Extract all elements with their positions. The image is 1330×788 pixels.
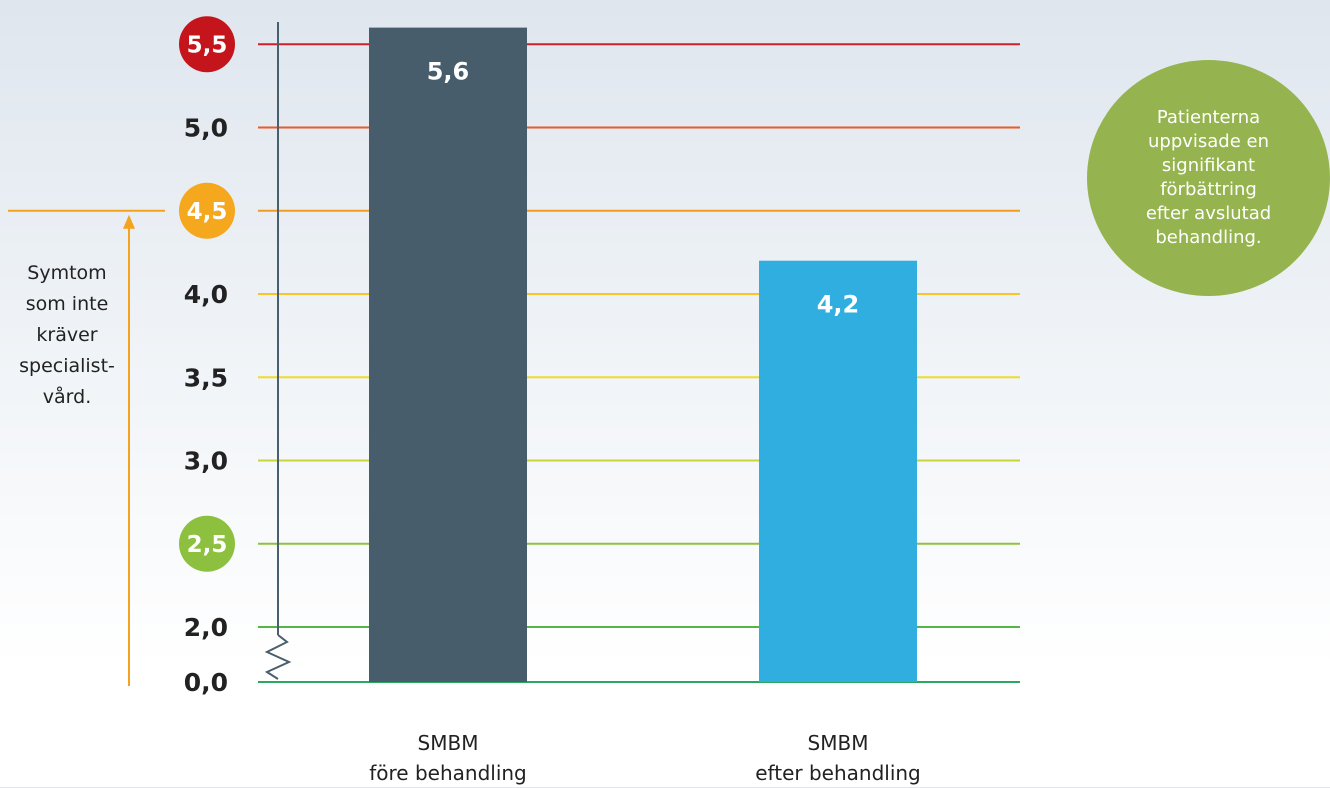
tick-label-3-0: 3,0	[184, 447, 228, 476]
category-label-2: SMBM efter behandling	[708, 728, 968, 788]
tick-label-4-5: 4,5	[187, 199, 228, 225]
bar-2	[759, 260, 917, 682]
category-label-line: SMBM	[807, 731, 869, 755]
axis-break-marker	[264, 634, 292, 680]
bubble-text-line: Patienterna	[1156, 107, 1261, 128]
bar-value-label-1: 5,6	[427, 58, 470, 86]
category-label-1: SMBM före behandling	[318, 728, 578, 788]
category-label-line: SMBM	[417, 731, 479, 755]
side-note-line: Symtom	[27, 262, 107, 284]
tick-badge-2-5	[179, 515, 235, 572]
bubble-text-line: behandling.	[1155, 227, 1262, 248]
bubble-text-line: signifikant förbättring	[1160, 155, 1257, 200]
category-label-line: efter behandling	[755, 761, 921, 785]
bar-value-label-2: 4,2	[817, 291, 860, 319]
tick-label-5-5: 5,5	[187, 32, 228, 58]
tick-label-5-0: 5,0	[184, 114, 228, 143]
side-note-line: specialist-	[19, 355, 115, 377]
bubble-text-line: uppvisade en	[1147, 131, 1270, 152]
side-note-symptom-text: Symtom som inte kräver specialist-vård.	[12, 258, 122, 413]
tick-badge-4-5	[179, 182, 235, 239]
bubble-text-line: efter avslutad	[1145, 203, 1272, 224]
bar-1	[369, 27, 527, 683]
tick-badge-5-5	[179, 16, 235, 73]
category-label-line: före behandling	[369, 761, 527, 785]
threshold-arrow-head	[123, 214, 135, 229]
side-note-line: som inte	[25, 293, 109, 315]
tick-label-4-0: 4,0	[184, 280, 228, 309]
conclusion-bubble: Patienterna uppvisade en signifikant förbä…	[1087, 60, 1330, 296]
tick-label-3-5: 3,5	[184, 363, 228, 392]
side-note-line: vård.	[42, 386, 92, 408]
conclusion-bubble-text: Patienterna uppvisade en signifikant förbä…	[1119, 106, 1299, 250]
tick-label-0-0: 0,0	[184, 668, 228, 697]
tick-label-2-5: 2,5	[187, 532, 228, 558]
tick-label-2-0: 2,0	[184, 613, 228, 642]
side-note-line: kräver	[36, 324, 98, 346]
